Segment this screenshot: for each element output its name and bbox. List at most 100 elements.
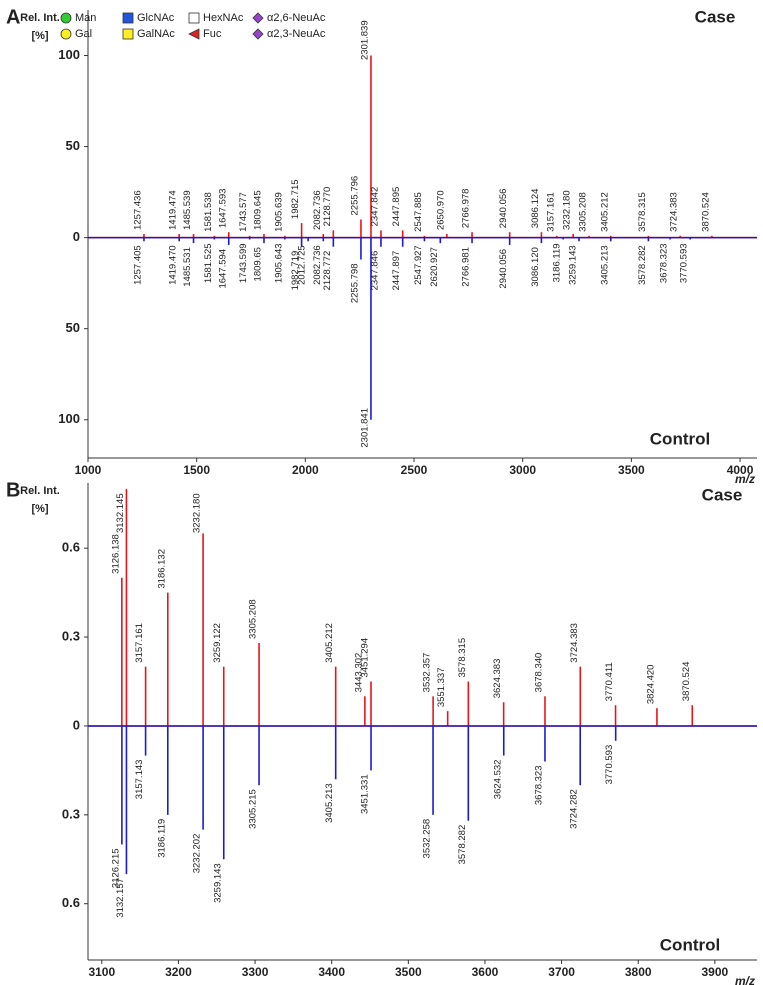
peak-label: 3305.208 — [248, 599, 259, 639]
legend-symbol — [188, 28, 200, 40]
peak-label: 2347.842 — [369, 187, 380, 227]
peak-label: 1743.599 — [238, 243, 249, 283]
peak-label: 2347.846 — [369, 251, 380, 291]
peak-label: 1581.525 — [203, 243, 214, 283]
peak-label: 3578.315 — [637, 192, 648, 232]
peak-label: 3624.532 — [492, 760, 503, 800]
peak-label: 2940.056 — [498, 249, 509, 289]
peak-label: 2620.927 — [429, 247, 440, 287]
peak-label: 3678.323 — [659, 243, 670, 283]
peak-label: 2255.798 — [349, 263, 360, 303]
x-tick-label: 3900 — [702, 965, 729, 979]
peak-label: 3232.180 — [192, 493, 203, 533]
peak-label: 1982.715 — [290, 179, 301, 219]
peak-label: 3232.180 — [562, 190, 573, 230]
peak-label: 3259.122 — [212, 623, 223, 663]
peak-label: 1809.65 — [252, 247, 263, 281]
x-tick-label: 3600 — [472, 965, 499, 979]
peak-label: 2766.978 — [461, 189, 472, 229]
x-tick-label: 2500 — [401, 463, 428, 477]
peak-label: 2082.736 — [312, 190, 323, 230]
peak-label: 2255.796 — [349, 176, 360, 216]
peak-label: 3157.143 — [134, 760, 145, 800]
peak-label: 3405.212 — [324, 623, 335, 663]
peak-label: 3578.282 — [457, 825, 468, 865]
series-name: Case — [695, 7, 736, 26]
y-axis-label: Rel. Int. — [20, 485, 60, 497]
legend-label: GlcNAc — [137, 12, 175, 24]
peak-label: 3724.282 — [569, 789, 580, 829]
peak-label: 2766.981 — [461, 247, 472, 287]
peak-label: 3724.383 — [669, 192, 680, 232]
peak-label: 3870.524 — [681, 662, 692, 702]
peak-label: 3770.593 — [604, 745, 615, 785]
peak-label: 2012.725 — [297, 245, 308, 285]
peak-label: 1257.436 — [132, 190, 143, 230]
peak-label: 3126.138 — [110, 534, 121, 574]
peak-label: 3157.161 — [545, 192, 556, 232]
peak-label: 3157.161 — [134, 623, 145, 663]
x-tick-label: 1500 — [183, 463, 210, 477]
legend-label: Fuc — [203, 28, 222, 40]
peak-label: 3551.337 — [436, 668, 447, 708]
x-tick-label: 4000 — [727, 463, 754, 477]
x-tick-label: 3400 — [318, 965, 345, 979]
x-axis-label: m/z — [735, 974, 755, 985]
y-tick-label: 0.3 — [62, 806, 80, 821]
peak-label: 2128.772 — [322, 251, 333, 291]
peak-label: 2940.056 — [498, 189, 509, 229]
peak-label: 3770.411 — [604, 662, 615, 701]
peak-label: 3870.524 — [700, 192, 711, 232]
x-tick-label: 3200 — [165, 965, 192, 979]
peak-label: 3532.357 — [422, 653, 433, 693]
x-tick-label: 3500 — [395, 965, 422, 979]
peak-label: 2128.770 — [322, 187, 333, 227]
legend-label: HexNAc — [203, 12, 244, 24]
series-name: Control — [660, 935, 720, 954]
legend-symbol — [252, 28, 264, 40]
peak-label: 3624.383 — [492, 659, 503, 699]
peak-label: 3232.202 — [192, 834, 203, 874]
x-tick-label: 1000 — [75, 463, 102, 477]
peak-label: 3186.132 — [156, 549, 167, 589]
y-axis-label: [%] — [31, 503, 48, 515]
legend-label: GalNAc — [137, 28, 175, 40]
peak-label: 1647.594 — [217, 249, 228, 289]
peak-label: 2650.970 — [435, 190, 446, 230]
x-tick-label: 2000 — [292, 463, 319, 477]
y-tick-label: 0.6 — [62, 540, 80, 555]
y-axis-label: Rel. Int. — [20, 12, 60, 24]
peak-label: 2082.736 — [312, 245, 323, 285]
peak-label: 1647.593 — [217, 189, 228, 229]
peak-label: 2301.839 — [359, 20, 370, 60]
legend-symbol — [60, 12, 72, 24]
series-name: Control — [650, 429, 710, 448]
y-tick-label: 0.6 — [62, 895, 80, 910]
peak-label: 1743.577 — [238, 192, 249, 232]
peak-label: 1485.539 — [182, 190, 193, 230]
peak-label: 3126.215 — [110, 848, 121, 888]
peak-label: 3532.258 — [422, 819, 433, 859]
x-tick-label: 3100 — [88, 965, 115, 979]
peak-label: 1485.531 — [182, 247, 193, 287]
peak-label: 1982.719 — [290, 251, 301, 291]
peak-label: 3405.213 — [324, 783, 335, 823]
legend-label: α2,3-NeuAc — [267, 28, 326, 40]
peak-label: 3305.208 — [578, 192, 589, 232]
peak-label: 3824.420 — [645, 665, 656, 705]
peak-label: 1905.639 — [273, 192, 284, 232]
peak-label: 3578.315 — [457, 638, 468, 678]
peak-label: 3405.212 — [599, 192, 610, 232]
peak-label: 2301.841 — [359, 408, 370, 448]
peak-label: 2447.895 — [391, 187, 402, 227]
series-name: Case — [702, 485, 743, 504]
legend-symbol — [122, 12, 134, 24]
y-tick-label: 0 — [73, 717, 80, 732]
peak-label: 3678.340 — [534, 653, 545, 693]
peak-label: 1419.470 — [168, 245, 179, 285]
peak-label: 3770.593 — [679, 243, 690, 283]
peak-label: 2547.885 — [413, 192, 424, 232]
peak-label: 3578.282 — [637, 245, 648, 285]
